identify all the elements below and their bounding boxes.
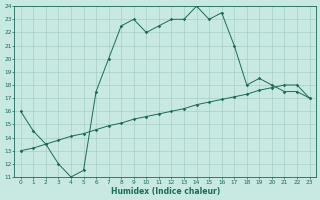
X-axis label: Humidex (Indice chaleur): Humidex (Indice chaleur) — [110, 187, 220, 196]
